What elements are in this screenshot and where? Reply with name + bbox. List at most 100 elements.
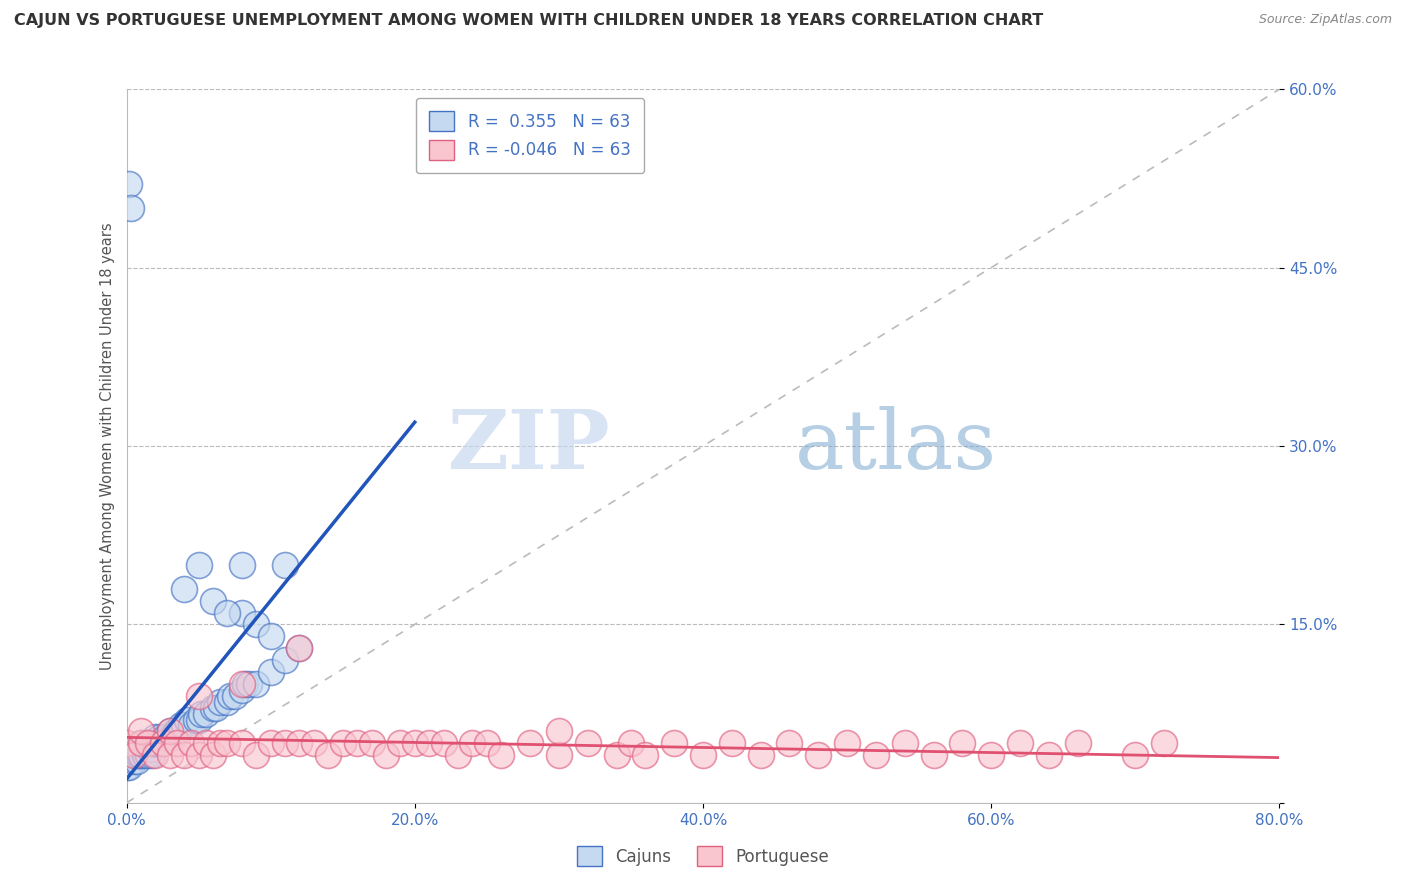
Point xyxy=(461,736,484,750)
Point xyxy=(980,748,1002,763)
Point xyxy=(118,178,141,192)
Point xyxy=(259,629,281,643)
Point xyxy=(433,736,456,750)
Point xyxy=(217,736,239,750)
Point xyxy=(120,201,142,215)
Point xyxy=(129,736,152,750)
Point xyxy=(205,700,228,714)
Point xyxy=(136,748,159,763)
Point xyxy=(159,724,181,739)
Point xyxy=(1038,748,1060,763)
Point xyxy=(447,748,470,763)
Point xyxy=(233,677,256,691)
Point xyxy=(180,736,202,750)
Point xyxy=(548,748,571,763)
Point xyxy=(519,736,541,750)
Point xyxy=(318,748,340,763)
Point xyxy=(620,736,643,750)
Point xyxy=(122,754,145,768)
Point xyxy=(302,736,325,750)
Point xyxy=(217,606,239,620)
Point xyxy=(159,724,181,739)
Point xyxy=(238,677,260,691)
Point xyxy=(145,748,166,763)
Point xyxy=(209,736,232,750)
Point xyxy=(202,748,225,763)
Point xyxy=(922,748,945,763)
Point xyxy=(245,617,267,632)
Point xyxy=(274,736,297,750)
Point xyxy=(202,700,225,714)
Point xyxy=(128,748,150,763)
Point xyxy=(288,641,311,656)
Point xyxy=(124,748,146,763)
Point xyxy=(152,736,174,750)
Point xyxy=(576,736,599,750)
Point xyxy=(1153,736,1175,750)
Point xyxy=(190,706,212,721)
Point xyxy=(184,713,207,727)
Point xyxy=(346,736,368,750)
Point xyxy=(115,736,138,750)
Point xyxy=(187,713,209,727)
Point xyxy=(134,748,156,763)
Point xyxy=(167,724,190,739)
Text: atlas: atlas xyxy=(796,406,997,486)
Point xyxy=(224,689,246,703)
Point xyxy=(129,748,152,763)
Point xyxy=(115,760,138,774)
Point xyxy=(219,689,242,703)
Text: CAJUN VS PORTUGUESE UNEMPLOYMENT AMONG WOMEN WITH CHILDREN UNDER 18 YEARS CORREL: CAJUN VS PORTUGUESE UNEMPLOYMENT AMONG W… xyxy=(14,13,1043,29)
Point xyxy=(165,724,187,739)
Point xyxy=(259,736,281,750)
Point xyxy=(166,736,188,750)
Point xyxy=(245,748,267,763)
Point xyxy=(894,736,917,750)
Point xyxy=(173,582,195,596)
Point xyxy=(173,748,195,763)
Point xyxy=(155,731,177,745)
Point xyxy=(187,689,209,703)
Point xyxy=(127,748,149,763)
Point xyxy=(148,736,170,750)
Point xyxy=(548,724,571,739)
Point xyxy=(141,748,163,763)
Point xyxy=(159,731,181,745)
Point xyxy=(332,736,354,750)
Point xyxy=(138,742,160,756)
Point xyxy=(202,593,225,607)
Point xyxy=(664,736,686,750)
Point xyxy=(1067,736,1090,750)
Point xyxy=(865,748,887,763)
Point xyxy=(120,748,142,763)
Point xyxy=(231,606,253,620)
Point xyxy=(173,718,195,732)
Point xyxy=(194,736,217,750)
Point xyxy=(807,748,830,763)
Legend: Cajuns, Portuguese: Cajuns, Portuguese xyxy=(571,839,835,873)
Point xyxy=(634,748,657,763)
Point xyxy=(418,736,440,750)
Point xyxy=(217,695,239,709)
Point xyxy=(118,760,141,774)
Point xyxy=(132,742,155,756)
Point xyxy=(176,713,198,727)
Point xyxy=(152,736,174,750)
Point xyxy=(149,731,172,745)
Point xyxy=(404,736,426,750)
Point xyxy=(950,736,973,750)
Point xyxy=(159,748,181,763)
Point xyxy=(1008,736,1031,750)
Point xyxy=(180,718,202,732)
Point xyxy=(288,736,311,750)
Y-axis label: Unemployment Among Women with Children Under 18 years: Unemployment Among Women with Children U… xyxy=(100,222,115,670)
Point xyxy=(274,558,297,572)
Point xyxy=(145,731,166,745)
Point xyxy=(231,736,253,750)
Point xyxy=(139,736,162,750)
Point xyxy=(194,706,217,721)
Point xyxy=(360,736,382,750)
Point xyxy=(231,682,253,697)
Point xyxy=(489,748,512,763)
Point xyxy=(245,677,267,691)
